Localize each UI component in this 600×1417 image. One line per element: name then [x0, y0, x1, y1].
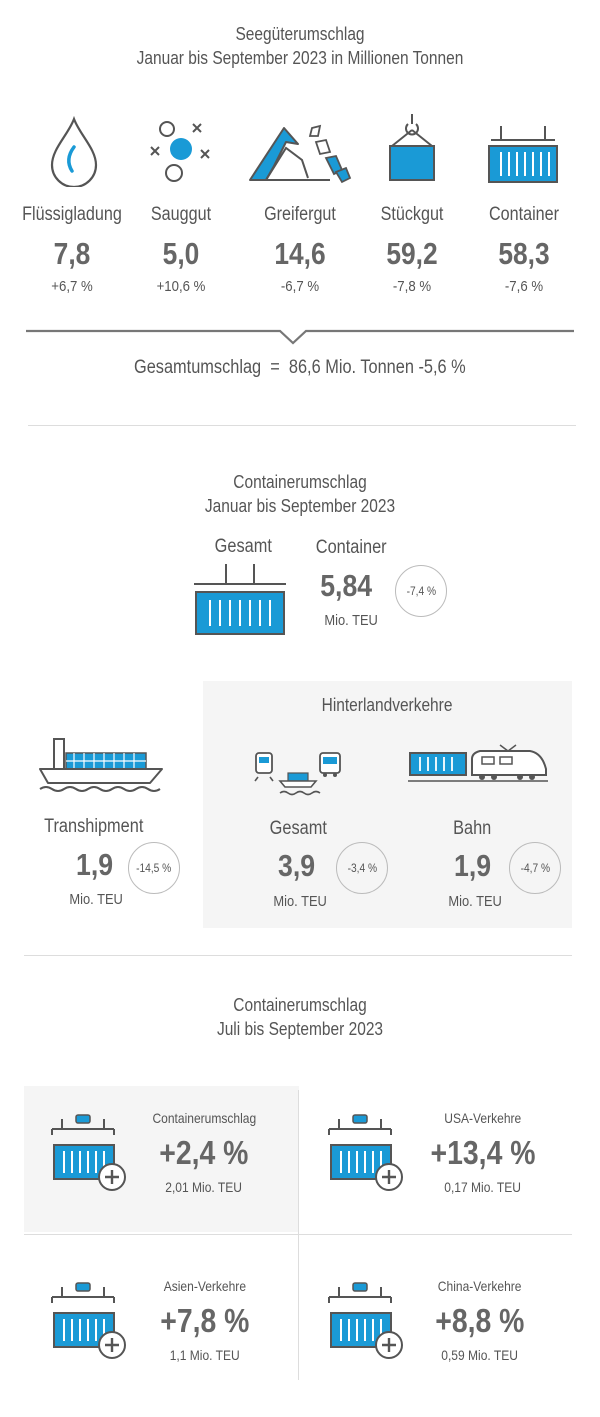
quad-divider-vertical	[298, 1090, 299, 1380]
category-greifergut: Greifergut 14,6 -6,7 %	[264, 204, 336, 295]
quad-usa-value: +13,4 %	[430, 1134, 536, 1171]
transhipment-value: 1,9	[76, 847, 114, 882]
container-value: 5,84	[320, 568, 372, 603]
quad-containerumschlag-unit: 2,01 Mio. TEU	[165, 1179, 243, 1195]
transhipment-label: Transhipment	[44, 816, 144, 837]
bahn-label: Bahn	[452, 818, 492, 839]
divider	[28, 425, 576, 426]
transport-modes-icon	[254, 752, 341, 796]
hinterland-gesamt-change-badge: -3,4 %	[336, 842, 388, 894]
category-stueckgut: Stückgut 59,2 -7,8 %	[380, 204, 444, 295]
category-sauggut: Sauggut 5,0 +10,6 %	[150, 204, 212, 295]
category-container: Container 58,3 -7,6 %	[488, 204, 560, 295]
sum-bracket	[26, 329, 574, 345]
hinterland-panel	[203, 681, 572, 928]
quad-usa-unit: 0,17 Mio. TEU	[444, 1179, 522, 1195]
container-change-badge: -7,4 %	[395, 565, 447, 617]
section3-title: Containerumschlag Juli bis September 202…	[216, 995, 384, 1039]
quad-asien-title: Asien-Verkehre	[163, 1278, 247, 1294]
hinterland-title: Hinterlandverkehre	[322, 695, 453, 715]
bahn-unit: Mio. TEU	[448, 893, 502, 910]
transhipment-unit: Mio. TEU	[69, 891, 123, 908]
bulk-heap-icon	[249, 124, 352, 184]
quad-china-value: +8,8 %	[435, 1302, 525, 1339]
quad-divider-horizontal	[24, 1234, 572, 1235]
container-crane-icon	[194, 564, 286, 635]
divider	[24, 955, 572, 956]
gesamt-label: Gesamt	[214, 536, 272, 557]
train-icon	[408, 744, 548, 782]
container-plus-icon	[328, 1282, 403, 1359]
transhipment-change-badge: -14,5 %	[128, 842, 180, 894]
section2-title: Containerumschlag Januar bis September 2…	[204, 472, 396, 516]
container-plus-icon	[51, 1282, 126, 1359]
crane-box-icon	[389, 114, 435, 181]
container-plus-icon	[328, 1114, 403, 1191]
quad-china-title: China-Verkehre	[438, 1278, 522, 1294]
bahn-change-badge: -4,7 %	[509, 842, 561, 894]
quad-asien-value: +7,8 %	[160, 1302, 250, 1339]
quad-china-unit: 0,59 Mio. TEU	[441, 1347, 519, 1363]
container-plus-icon	[51, 1114, 126, 1191]
bahn-value: 1,9	[454, 848, 492, 883]
category-fluessigladung: Flüssigladung 7,8 +6,7 %	[22, 204, 122, 295]
bulk-particles-icon	[150, 121, 210, 182]
container-icon	[488, 126, 558, 183]
container-label: Container	[315, 537, 387, 558]
liquid-drop-icon	[50, 115, 98, 187]
hinterland-gesamt-unit: Mio. TEU	[273, 893, 327, 910]
container-unit: Mio. TEU	[324, 612, 378, 629]
section1-title: Seegüterumschlag Januar bis September 20…	[136, 24, 464, 68]
total-line: Gesamtumschlag = 86,6 Mio. Tonnen -5,6 %	[134, 357, 466, 378]
container-ship-icon	[39, 738, 163, 792]
hinterland-gesamt-label: Gesamt	[269, 818, 327, 839]
hinterland-gesamt-value: 3,9	[278, 848, 316, 883]
quad-usa-title: USA-Verkehre	[444, 1110, 522, 1126]
quad-containerumschlag-title: Containerumschlag	[152, 1110, 256, 1126]
quad-asien-unit: 1,1 Mio. TEU	[169, 1347, 241, 1363]
quad-containerumschlag-value: +2,4 %	[159, 1134, 249, 1171]
